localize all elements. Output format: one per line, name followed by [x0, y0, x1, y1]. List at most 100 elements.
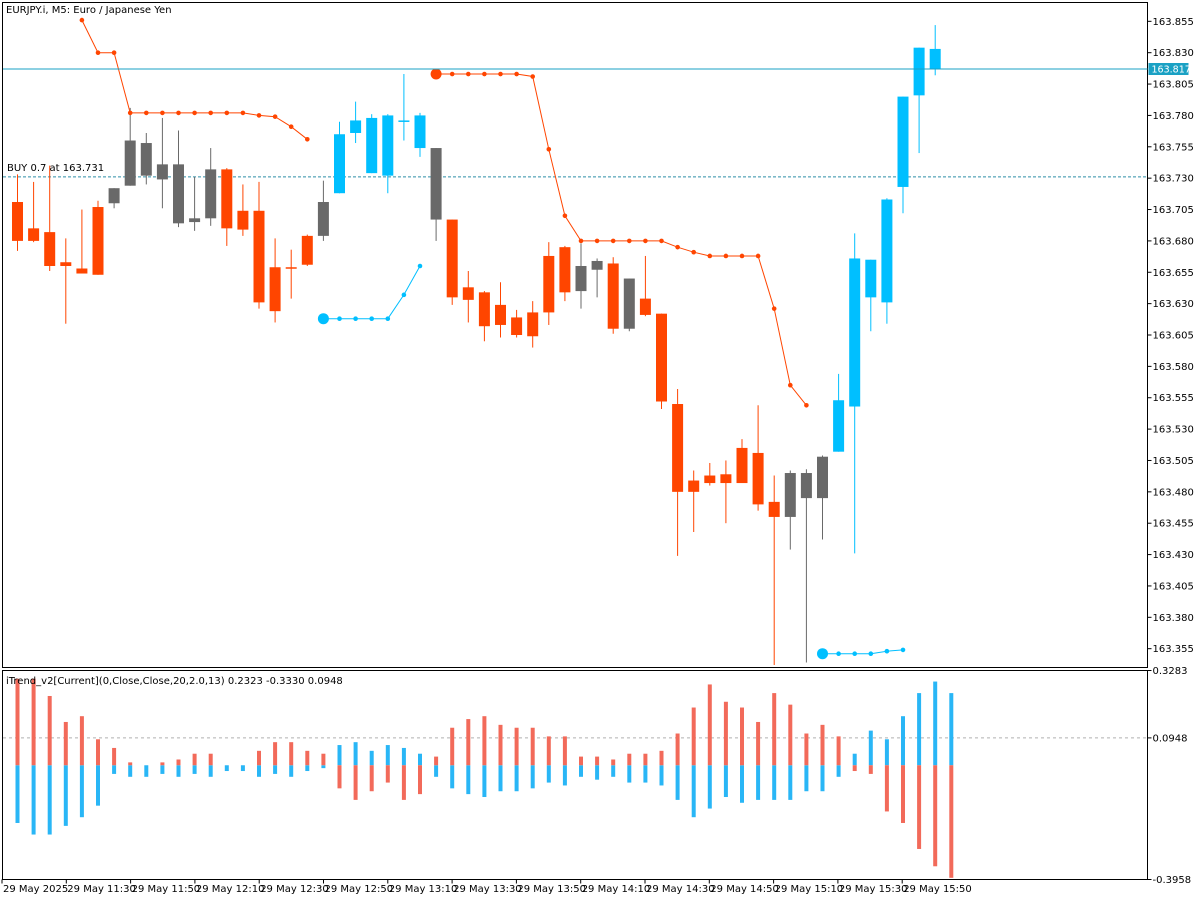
candle-body	[720, 474, 732, 484]
indicator-bar-bull	[273, 765, 278, 774]
price-tick-label: 163.405	[1153, 581, 1194, 592]
indicator-bar-bull	[852, 753, 857, 766]
indicator-bar-bull	[401, 747, 406, 766]
indicator-bar-bear	[96, 739, 100, 766]
trend-upper-dot	[127, 110, 133, 116]
candle-body	[205, 169, 217, 219]
indicator-bar-bear	[418, 765, 422, 795]
trend-upper-dot	[771, 306, 777, 311]
candle-body	[108, 188, 120, 204]
price-tick-label: 163.830	[1153, 48, 1194, 59]
indicator-bar-bull	[756, 765, 761, 800]
price-tick-label: 163.730	[1153, 174, 1194, 185]
indicator-bar-bull	[257, 765, 261, 777]
indicator-bar-bear	[949, 765, 954, 878]
indicator-bar-bull	[884, 739, 889, 766]
indicator-bar-bull	[643, 765, 648, 783]
indicator-bar-bull	[611, 765, 616, 777]
indicator-bar-bull	[723, 765, 728, 798]
candle-body	[60, 262, 72, 266]
indicator-axis: 0.3283 0.0948 -0.3958	[3, 666, 1191, 886]
indicator-bar-bear	[31, 678, 36, 766]
trend-lower-dot	[884, 648, 890, 654]
price-tick-label: 163.530	[1153, 425, 1194, 436]
candle-body	[124, 140, 136, 186]
indicator-bar-bull	[498, 765, 503, 792]
trend-upper-dot	[176, 110, 181, 116]
indicator-bar-bear	[884, 765, 889, 812]
trend-lower-dot	[337, 316, 342, 321]
trend-upper-dot	[788, 382, 793, 388]
indicator-bar-bear	[47, 695, 52, 766]
trend-upper-dot	[723, 253, 729, 259]
indicator-bar-bull	[740, 765, 744, 803]
indicator-bar-bear	[401, 765, 406, 800]
buy-order-label: BUY 0.7 at 163.731	[7, 163, 104, 174]
trend-upper-dot	[144, 110, 149, 116]
indicator-bar-bull	[772, 765, 777, 800]
current-price-badge	[1148, 63, 1189, 75]
candle-body	[189, 218, 201, 223]
candle-body	[929, 48, 941, 69]
price-tick-label: 163.630	[1153, 299, 1194, 310]
indicator-bar-bear	[112, 747, 117, 766]
trend-lower-dot	[417, 263, 423, 269]
indicator-bar-bear	[788, 704, 793, 766]
candle-body	[784, 473, 796, 517]
indicator-bar-bull	[369, 750, 374, 766]
candle-body	[752, 452, 764, 505]
indicator-bars	[15, 678, 954, 878]
indicator-bar-bull	[868, 730, 873, 766]
trend-upper-dot	[804, 402, 809, 408]
main-price-pane[interactable]	[2, 2, 1148, 668]
indicator-bar-bull	[128, 765, 133, 777]
indicator-bar-bull	[289, 765, 294, 777]
candle-body	[639, 298, 651, 315]
indicator-bar-bull	[901, 716, 905, 766]
trend-upper-dot	[594, 238, 600, 244]
time-tick-label: 29 May 12:50	[325, 884, 394, 895]
indicator-bar-bear	[852, 765, 857, 772]
indicator-tick-label: 0.0948	[1153, 733, 1188, 744]
indicator-bar-bear	[482, 716, 487, 766]
price-axis: 163.855 163.830 163.805 163.780 163.755 163.7…	[1147, 17, 1194, 655]
indicator-bar-bull	[788, 765, 793, 800]
candle-body	[28, 228, 40, 241]
indicator-bar-bear	[434, 756, 439, 766]
candle-body	[623, 278, 635, 329]
candle-body	[221, 169, 233, 229]
trend-lower-dot	[401, 292, 407, 298]
indicator-bar-bull	[31, 765, 36, 835]
candle-body	[269, 267, 281, 312]
time-tick-label: 29 May 12:10	[196, 884, 265, 895]
indicator-bar-bull	[820, 765, 825, 792]
price-tick-label: 163.580	[1153, 362, 1194, 373]
candle-body	[575, 265, 587, 292]
indicator-bar-bull	[224, 765, 229, 772]
indicator-bar-bear	[321, 753, 326, 766]
indicator-bar-bear	[273, 742, 278, 766]
trend-lower-dot	[317, 313, 329, 325]
trend-upper-dot	[449, 71, 455, 77]
indicator-bar-bull	[933, 681, 938, 766]
price-tick-label: 163.755	[1153, 142, 1194, 153]
candle-body	[881, 199, 893, 303]
indicator-bar-bull	[659, 765, 664, 786]
trend-lower-dot	[836, 651, 841, 656]
price-tick-label: 163.355	[1153, 644, 1194, 655]
indicator-bar-bull	[63, 765, 68, 826]
time-tick-label: 29 May 13:50	[517, 884, 586, 895]
indicator-bar-bull	[707, 765, 712, 809]
candle-body	[382, 115, 394, 176]
trend-upper-dot	[272, 114, 278, 119]
indicator-bar-bear	[756, 721, 761, 766]
indicator-bar-bear	[659, 750, 664, 766]
candle-body	[237, 210, 249, 230]
indicator-bar-bull	[240, 765, 245, 772]
indicator-bar-bull	[321, 765, 326, 769]
candle-body	[591, 260, 603, 270]
candle-body	[478, 292, 490, 327]
indicator-bar-bear	[707, 684, 712, 766]
indicator-pane[interactable]	[2, 670, 1148, 880]
